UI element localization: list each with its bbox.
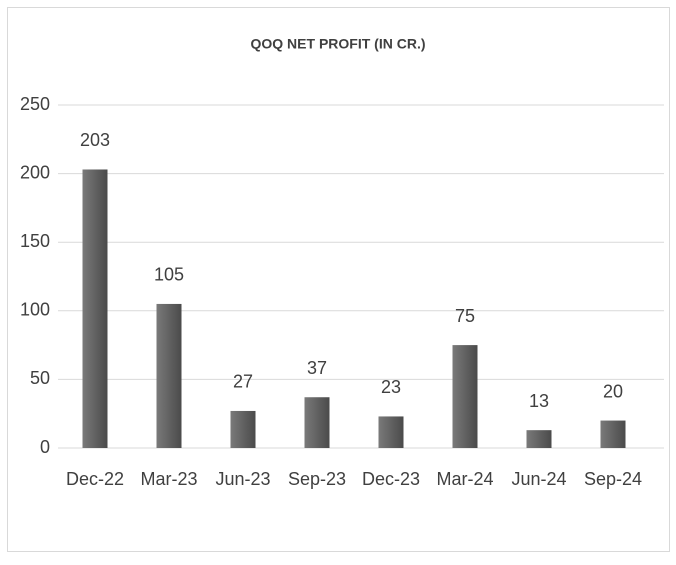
x-tick-label: Jun-24 bbox=[511, 469, 566, 489]
chart-border bbox=[7, 7, 670, 552]
x-tick-label: Sep-24 bbox=[584, 469, 642, 489]
bar bbox=[230, 410, 256, 448]
data-label: 13 bbox=[529, 391, 549, 411]
y-tick-label: 250 bbox=[20, 94, 50, 114]
data-label: 203 bbox=[80, 130, 110, 150]
data-label: 105 bbox=[154, 265, 184, 285]
data-label: 27 bbox=[233, 372, 253, 392]
x-tick-label: Dec-23 bbox=[362, 469, 420, 489]
bar bbox=[600, 420, 626, 448]
bar bbox=[82, 169, 108, 448]
bar bbox=[156, 303, 182, 448]
y-tick-label: 50 bbox=[30, 368, 50, 388]
data-label: 75 bbox=[455, 306, 475, 326]
y-tick-label: 200 bbox=[20, 162, 50, 182]
y-tick-label: 100 bbox=[20, 300, 50, 320]
x-tick-label: Sep-23 bbox=[288, 469, 346, 489]
bar bbox=[452, 345, 478, 448]
bar bbox=[378, 416, 404, 448]
data-label: 20 bbox=[603, 381, 623, 401]
chart-title: QOQ NET PROFIT (IN CR.) bbox=[251, 36, 426, 52]
y-tick-label: 0 bbox=[40, 437, 50, 457]
data-label: 37 bbox=[307, 358, 327, 378]
bar bbox=[304, 397, 330, 448]
x-tick-label: Dec-22 bbox=[66, 469, 124, 489]
bar bbox=[526, 430, 552, 448]
data-label: 23 bbox=[381, 377, 401, 397]
x-tick-label: Mar-23 bbox=[140, 469, 197, 489]
y-tick-label: 150 bbox=[20, 231, 50, 251]
x-tick-label: Mar-24 bbox=[436, 469, 493, 489]
x-tick-label: Jun-23 bbox=[215, 469, 270, 489]
